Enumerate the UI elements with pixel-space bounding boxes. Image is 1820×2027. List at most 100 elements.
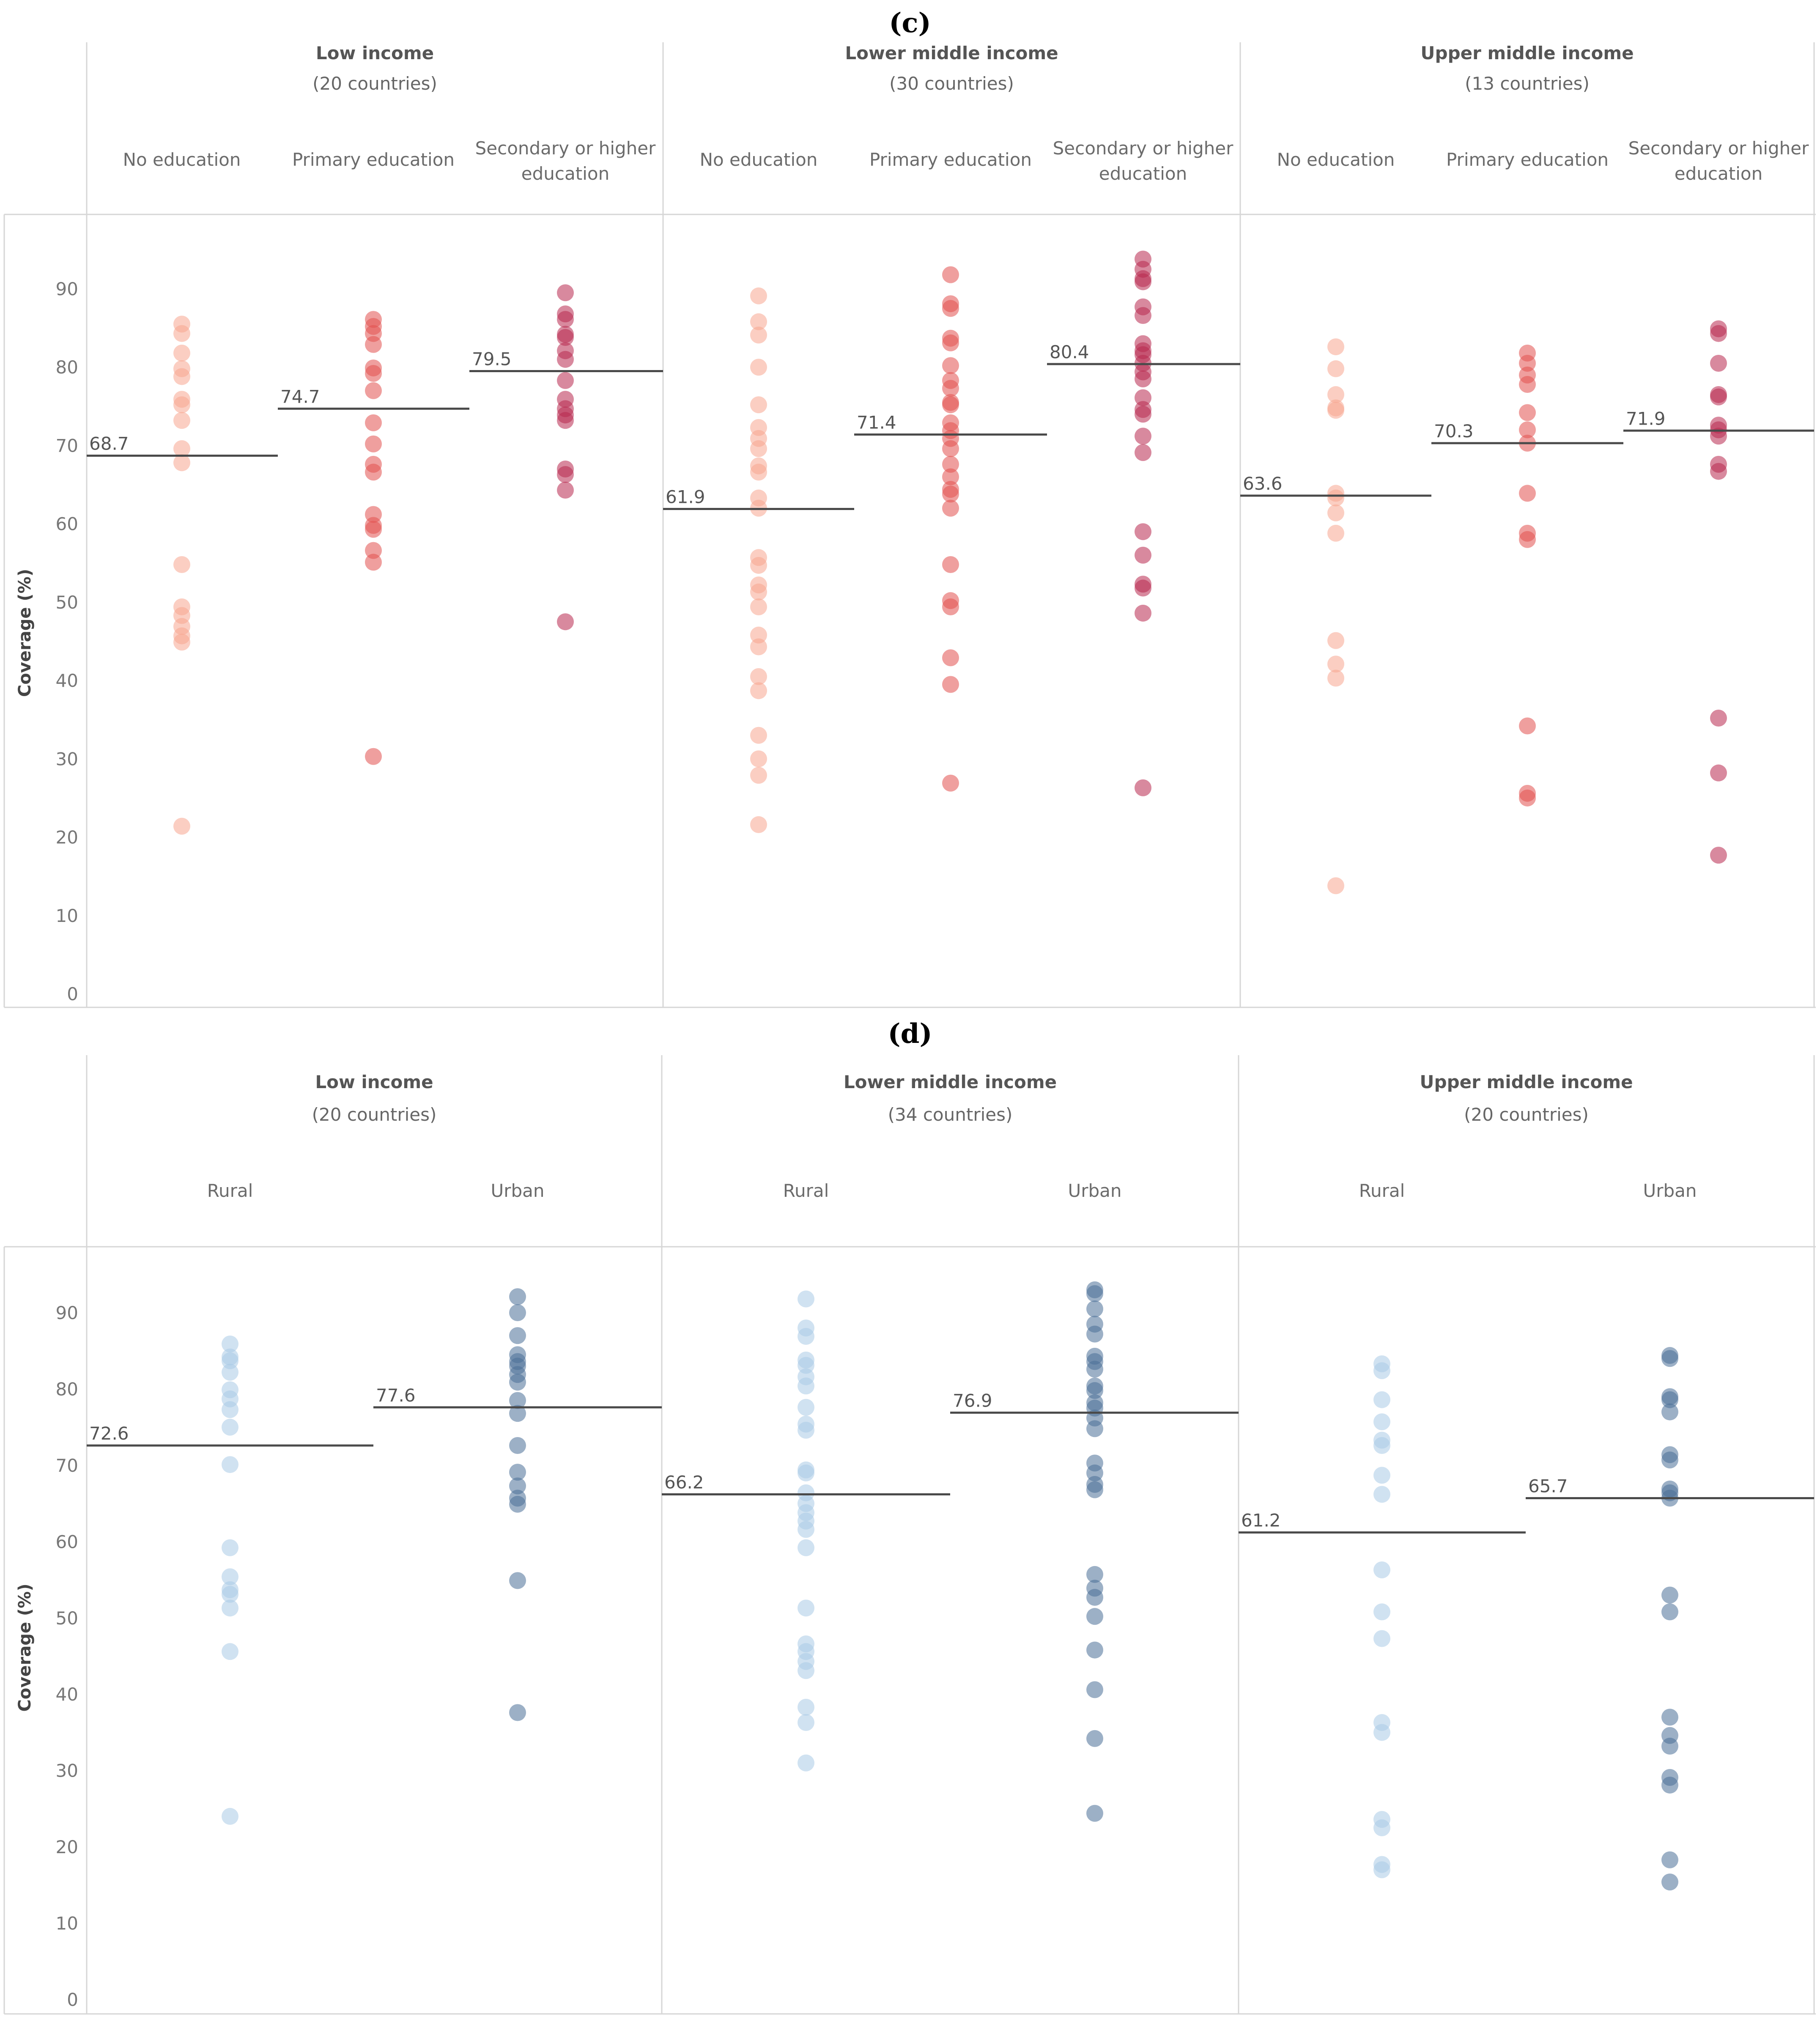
data-point-c (173, 344, 190, 362)
data-point-c (1519, 485, 1536, 502)
data-point-c (1519, 354, 1536, 372)
data-point-d (798, 1399, 814, 1416)
data-point-d (1086, 1481, 1103, 1498)
category-label-d: Rural (207, 1180, 253, 1201)
y-tick-label-c: 80 (56, 357, 78, 378)
median-label-c: 71.4 (857, 412, 896, 433)
category-label-d: Urban (1068, 1180, 1121, 1201)
data-point-c (1327, 669, 1344, 687)
data-point-d (1661, 1776, 1678, 1794)
data-point-c (750, 287, 767, 304)
median-label-d: 66.2 (664, 1472, 704, 1492)
group-count-c-2: (13 countries) (1465, 73, 1590, 94)
group-name-c-1: Lower middle income (845, 43, 1058, 63)
median-label-c: 79.5 (472, 348, 512, 369)
data-point-d (798, 1539, 814, 1556)
data-point-d (1661, 1586, 1678, 1604)
data-point-c (1710, 847, 1727, 864)
data-point-d (798, 1421, 814, 1439)
data-point-d (1086, 1285, 1103, 1302)
data-point-c (750, 396, 767, 414)
data-point-c (1519, 531, 1536, 548)
category-label-c: education (521, 163, 609, 184)
group-name-c-0: Low income (316, 43, 434, 63)
data-point-d (1086, 1300, 1103, 1317)
y-tick-label-d: 40 (56, 1684, 78, 1705)
panel-title-d: (d) (888, 1018, 932, 1050)
y-tick-label-c: 50 (56, 592, 78, 613)
data-point-d (222, 1401, 238, 1418)
y-tick-label-d: 0 (67, 1989, 78, 2010)
data-point-d (222, 1808, 238, 1825)
category-label-d: Urban (491, 1180, 544, 1201)
data-point-d (222, 1418, 238, 1436)
category-label-c: education (1675, 163, 1762, 184)
data-point-c (1135, 389, 1151, 406)
data-point-d (798, 1290, 814, 1308)
data-point-c (1135, 546, 1151, 564)
data-point-d (509, 1495, 526, 1513)
data-point-c (942, 556, 959, 573)
group-count-d-0: (20 countries) (312, 1104, 437, 1125)
category-label-c: No education (1277, 149, 1395, 170)
data-point-d (222, 1539, 238, 1556)
data-point-c (173, 817, 190, 835)
median-label-d: 77.6 (376, 1385, 416, 1406)
data-point-c (1710, 463, 1727, 480)
data-point-c (1327, 877, 1344, 894)
data-point-d (222, 1643, 238, 1660)
data-point-c (365, 382, 382, 399)
median-label-c: 80.4 (1050, 342, 1089, 362)
data-point-c (750, 583, 767, 601)
y-axis-label-d: Coverage (%) (15, 1583, 35, 1712)
data-point-d (1086, 1730, 1103, 1747)
data-point-c (557, 311, 574, 328)
data-point-c (1519, 717, 1536, 735)
category-label-d: Urban (1643, 1180, 1697, 1201)
data-point-c (173, 634, 190, 651)
data-point-c (1710, 354, 1727, 372)
y-axis-label-c: Coverage (%) (15, 569, 35, 697)
category-label-c: No education (700, 149, 818, 170)
data-point-d (1086, 1681, 1103, 1698)
data-point-c (173, 440, 190, 457)
data-point-d (798, 1662, 814, 1679)
y-tick-label-c: 70 (56, 435, 78, 456)
data-point-d (509, 1392, 526, 1409)
data-point-d (222, 1599, 238, 1617)
group-count-c-0: (20 countries) (312, 73, 437, 94)
data-point-d (1661, 1737, 1678, 1755)
data-point-d (509, 1464, 526, 1481)
data-point-c (1519, 789, 1536, 806)
median-label-d: 76.9 (953, 1390, 992, 1411)
data-point-c (173, 412, 190, 429)
data-point-c (942, 499, 959, 517)
data-point-c (942, 485, 959, 503)
data-point-d (798, 1698, 814, 1716)
y-tick-label-d: 50 (56, 1608, 78, 1629)
data-point-c (173, 454, 190, 472)
data-point-c (1519, 404, 1536, 421)
data-point-c (750, 767, 767, 784)
data-point-d (222, 1363, 238, 1381)
data-point-c (1135, 523, 1151, 540)
group-count-c-1: (30 countries) (889, 73, 1014, 94)
data-point-c (750, 440, 767, 457)
data-point-d (1086, 1420, 1103, 1437)
group-name-d-1: Lower middle income (844, 1072, 1057, 1092)
median-label-d: 72.6 (89, 1423, 129, 1444)
data-point-c (942, 380, 959, 397)
data-point-c (750, 557, 767, 574)
category-label-c: Secondary or higher (1053, 138, 1234, 159)
y-tick-label-c: 90 (56, 279, 78, 299)
category-label-c: Primary education (292, 149, 455, 170)
category-label-c: Primary education (1446, 149, 1609, 170)
data-point-d (1373, 1437, 1390, 1454)
data-point-d (1661, 1403, 1678, 1421)
median-label-d: 65.7 (1528, 1476, 1568, 1496)
data-point-c (365, 521, 382, 538)
data-point-c (942, 300, 959, 317)
data-point-c (1519, 421, 1536, 439)
data-point-d (798, 1377, 814, 1395)
data-point-c (1710, 325, 1727, 342)
